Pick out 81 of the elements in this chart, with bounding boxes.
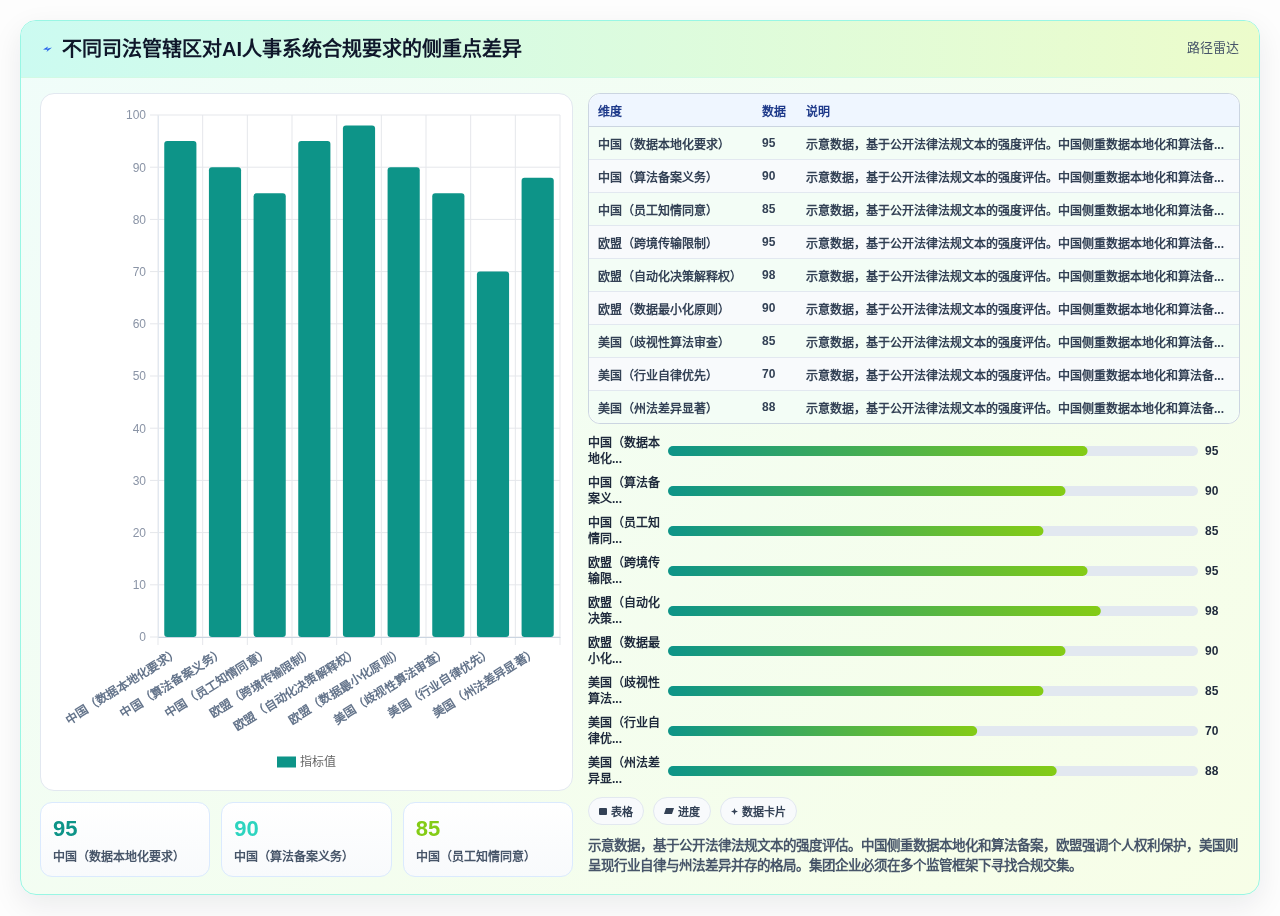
data-label: 85 bbox=[762, 324, 806, 358]
data-label: 70 bbox=[1205, 724, 1219, 739]
y-tick-label: 90 bbox=[132, 160, 147, 175]
category-label: 美国（行业自律优先） bbox=[589, 357, 762, 391]
text: 说明 bbox=[806, 94, 1239, 127]
y-tick-label: 美国（歧视性算法... bbox=[588, 675, 661, 707]
y-tick-label: 欧盟（跨境传输限... bbox=[588, 555, 661, 587]
y-tick-label: 0 bbox=[139, 630, 147, 645]
y-tick-label: 50 bbox=[132, 369, 147, 384]
bar bbox=[253, 193, 286, 637]
text: 示意数据，基于公开法律法规文本的强度评估。中国侧重数据本地化和算法备... bbox=[806, 258, 1239, 292]
data-label: 98 bbox=[762, 258, 806, 292]
category-label: 中国（数据本地化要求） bbox=[589, 126, 762, 160]
text: 数据 bbox=[762, 94, 806, 127]
y-tick-label: 20 bbox=[132, 525, 147, 540]
text: 示意数据，基于公开法律法规文本的强度评估。中国侧重数据本地化和算法备... bbox=[806, 400, 1225, 418]
category-label: 中国（算法备案义务） bbox=[589, 159, 762, 193]
bar bbox=[432, 193, 465, 637]
category-label: 美国（州法差异显著） bbox=[597, 400, 719, 418]
category-label: 中国（算法备案义务） bbox=[234, 849, 355, 865]
bar bbox=[476, 271, 510, 637]
bar bbox=[387, 167, 420, 637]
bar bbox=[164, 141, 197, 637]
y-tick-label: 中国（员工知情同... bbox=[588, 515, 661, 547]
category-label: 美国（歧视性算法审查） bbox=[589, 324, 762, 358]
text: 示意数据，基于公开法律法规文本的强度评估。中国侧重数据本地化和算法备... bbox=[806, 126, 1239, 160]
data-label: 95 bbox=[53, 815, 78, 843]
chart-title: 不同司法管辖区对AI人事系统合规要求的侧重点差异 bbox=[62, 37, 522, 61]
bar bbox=[342, 125, 376, 637]
data-label: 85 bbox=[415, 815, 441, 843]
data-label: 90 bbox=[234, 815, 259, 843]
data-label: 90 bbox=[1205, 644, 1219, 659]
y-tick-label: 100 bbox=[125, 108, 147, 123]
text: 示意数据，基于公开法律法规文本的强度评估。中国侧重数据本地化和算法备... bbox=[806, 192, 1239, 226]
text: 示意数据，基于公开法律法规文本的强度评估。中国侧重数据本地化和算法备... bbox=[806, 159, 1239, 193]
category-label: 中国（员工知情同意） bbox=[415, 849, 536, 865]
bar bbox=[208, 167, 242, 637]
text: 路径雷达 bbox=[1187, 40, 1239, 56]
data-label: 88 bbox=[1205, 764, 1219, 779]
y-tick-label: 30 bbox=[132, 473, 147, 488]
category-label: 欧盟（自动化决策解释权） bbox=[589, 258, 762, 292]
y-tick-label: 70 bbox=[132, 264, 147, 279]
text: 示意数据，基于公开法律法规文本的强度评估。中国侧重数据本地化和算法备... bbox=[806, 357, 1239, 391]
text: 示意数据，基于公开法律法规文本的强度评估。中国侧重数据本地化和算法备案，欧盟强调个人权利保护，美国则呈现行业自律与州法差异并存的格局。集团企业必须在多个监管框架下寻找合规交集。 bbox=[588, 836, 1239, 875]
legend-label: 指标值 bbox=[300, 754, 336, 770]
y-tick-label: 美国（行业自律优... bbox=[588, 715, 661, 747]
category-label: 进度 bbox=[678, 805, 700, 819]
y-tick-label: 60 bbox=[132, 317, 147, 332]
data-label: 85 bbox=[1205, 684, 1219, 699]
y-tick-label: 欧盟（自动化决策... bbox=[588, 595, 661, 627]
y-tick-label: 中国（算法备案义... bbox=[588, 475, 661, 507]
y-tick-label: 中国（数据本地化... bbox=[588, 435, 661, 467]
category-label: 表格 bbox=[611, 804, 633, 819]
data-label: 88 bbox=[762, 399, 777, 416]
y-tick-label: 40 bbox=[132, 421, 147, 436]
bar bbox=[298, 141, 331, 637]
data-label: 95 bbox=[762, 225, 806, 259]
text: 示意数据，基于公开法律法规文本的强度评估。中国侧重数据本地化和算法备... bbox=[806, 225, 1239, 259]
y-tick-label: 欧盟（数据最小化... bbox=[588, 635, 661, 667]
data-label: 85 bbox=[1205, 524, 1219, 539]
data-label: 70 bbox=[762, 357, 806, 391]
text: 示意数据，基于公开法律法规文本的强度评估。中国侧重数据本地化和算法备... bbox=[806, 291, 1239, 325]
data-label: 85 bbox=[762, 192, 806, 226]
data-label: 98 bbox=[1205, 604, 1219, 619]
category-label: 中国（员工知情同意） bbox=[589, 192, 762, 226]
y-tick-label: 10 bbox=[132, 578, 147, 593]
category-label: 中国（数据本地化要求） bbox=[53, 849, 185, 865]
data-label: 90 bbox=[1205, 484, 1219, 499]
data-label: 90 bbox=[762, 291, 806, 325]
data-label: 95 bbox=[1205, 564, 1219, 579]
data-label: 90 bbox=[762, 159, 806, 193]
text: 维度 bbox=[589, 94, 762, 127]
text: 示意数据，基于公开法律法规文本的强度评估。中国侧重数据本地化和算法备... bbox=[806, 324, 1239, 358]
data-label: 95 bbox=[1205, 444, 1219, 459]
category-label: 欧盟（数据最小化原则） bbox=[589, 291, 762, 325]
category-label: 数据卡片 bbox=[742, 804, 786, 819]
bar bbox=[521, 177, 554, 637]
y-tick-label: 美国（州法差异显... bbox=[588, 755, 661, 787]
y-tick-label: 80 bbox=[132, 212, 147, 227]
category-label: 欧盟（跨境传输限制） bbox=[589, 225, 762, 259]
data-label: 95 bbox=[762, 126, 806, 160]
